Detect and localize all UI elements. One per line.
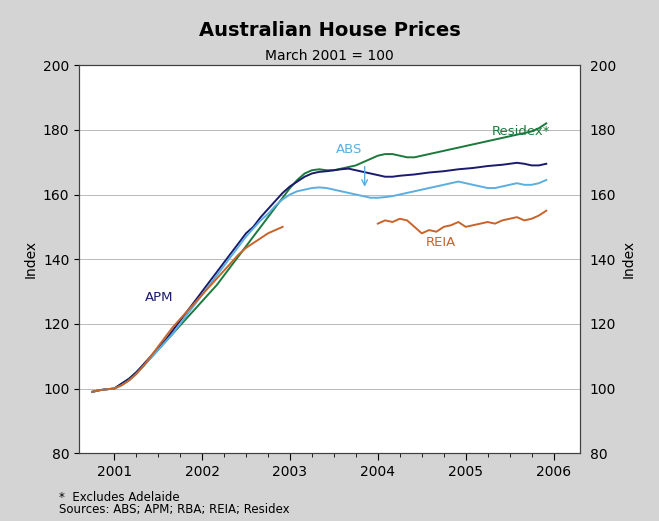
Y-axis label: Index: Index bbox=[23, 240, 38, 278]
Text: REIA: REIA bbox=[426, 237, 457, 250]
Text: Residex*: Residex* bbox=[492, 125, 550, 138]
Text: *  Excludes Adelaide: * Excludes Adelaide bbox=[59, 491, 180, 504]
Text: March 2001 = 100: March 2001 = 100 bbox=[265, 49, 394, 64]
Y-axis label: Index: Index bbox=[621, 240, 636, 278]
Text: APM: APM bbox=[145, 291, 173, 304]
Text: Australian House Prices: Australian House Prices bbox=[198, 21, 461, 40]
Text: Sources: ABS; APM; RBA; REIA; Residex: Sources: ABS; APM; RBA; REIA; Residex bbox=[59, 503, 290, 516]
Text: ABS: ABS bbox=[335, 143, 362, 156]
